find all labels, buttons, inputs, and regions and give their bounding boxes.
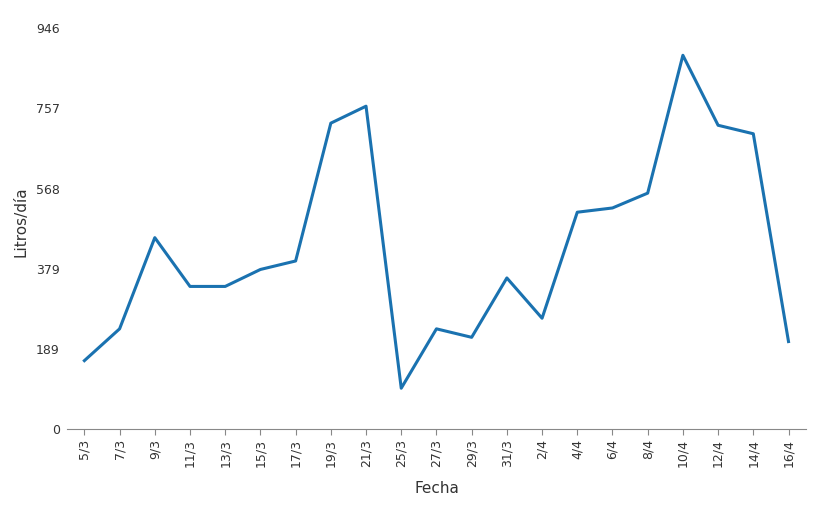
- X-axis label: Fecha: Fecha: [414, 480, 459, 495]
- Y-axis label: Litros/día: Litros/día: [14, 186, 29, 257]
